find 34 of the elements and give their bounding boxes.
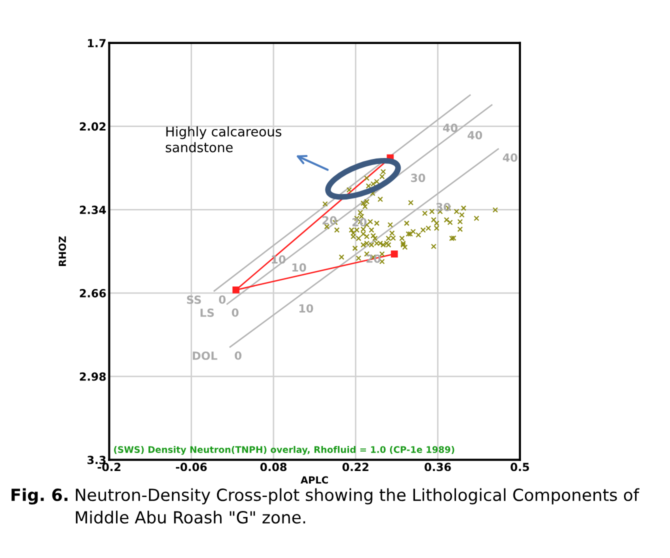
- y-axis-title: RHOZ: [58, 236, 66, 266]
- annotation: 0: [232, 308, 239, 317]
- x-tick-label: 0.36: [424, 462, 451, 472]
- series-label: DOL: [192, 352, 218, 360]
- y-tick-label: 2.66: [80, 289, 106, 298]
- y-tick-label: 3.3: [87, 456, 106, 464]
- x-tick-label: -0.2: [98, 462, 120, 472]
- annotation: 40: [502, 153, 518, 162]
- y-tick-label: 2.98: [80, 372, 106, 381]
- series-label: SS: [187, 296, 201, 304]
- annotation: 30: [411, 174, 426, 182]
- series-label: LS: [200, 308, 214, 317]
- caption: Fig. 6.: [12, 488, 68, 505]
- point: [232, 286, 240, 294]
- x-tick-label: 0.5: [510, 462, 529, 472]
- annotation: 40: [443, 124, 458, 132]
- annotation: 40: [468, 130, 482, 140]
- x-tick-label: -0.06: [176, 462, 207, 472]
- y-tick-label: 2.02: [80, 122, 106, 131]
- y-tick-label: 2.34: [80, 206, 106, 214]
- y-tick-label: 1.7: [88, 39, 106, 48]
- x-tick-label: 0.22: [342, 462, 368, 472]
- annotation: 20: [322, 216, 337, 225]
- annotation: (SWS) Density Neutron(TNPH) overlay, Rhofluid = 1.0 (CP-1e 1989): [114, 446, 454, 455]
- x-axis-title: APLC: [300, 476, 328, 484]
- point: [390, 250, 398, 258]
- annotation: 0: [234, 351, 242, 360]
- x-tick-label: 0.08: [260, 462, 287, 472]
- annotation: 10: [292, 263, 306, 272]
- annotation: 0: [218, 295, 226, 304]
- annotation: 10: [299, 304, 314, 313]
- text: Neutron-Density Cross-plot showing the Lithological Components of Middle Abu Roash "G" zone.: [76, 488, 640, 524]
- annotation: 30: [436, 202, 450, 212]
- annotation: Highly calcareous sandstone: [166, 126, 282, 152]
